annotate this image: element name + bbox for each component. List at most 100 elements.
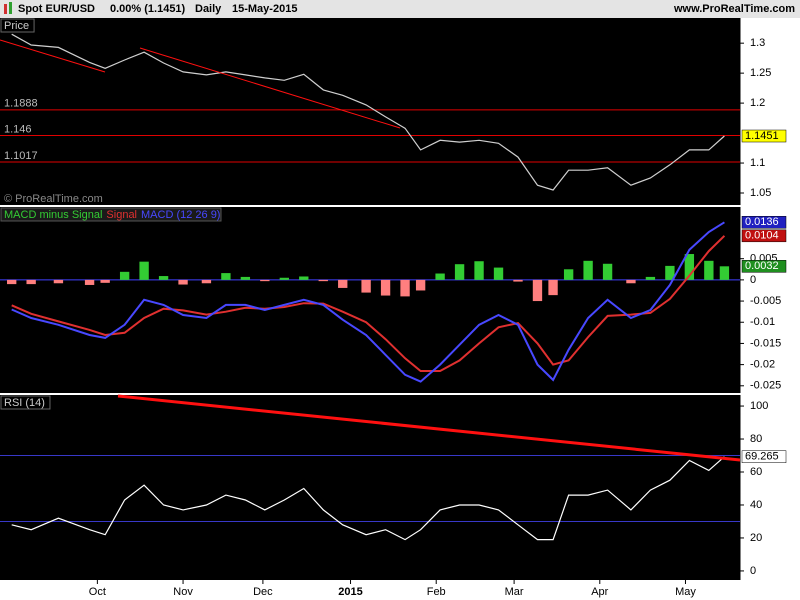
x-tick-label: Oct <box>89 586 106 598</box>
histogram-bar <box>513 279 523 282</box>
y-tick-label: -0.005 <box>750 295 781 307</box>
header-bar <box>0 0 800 18</box>
last-value-box <box>741 260 787 273</box>
period: Daily <box>195 3 222 15</box>
histogram-bar <box>474 261 484 280</box>
histogram-bar <box>318 279 328 282</box>
last-value-label: 0.0032 <box>745 260 779 272</box>
site: www.ProRealTime.com <box>673 3 795 15</box>
histogram-bar <box>532 279 543 302</box>
panels: 1.3 1.25 1.2 1.1 1.05 1.1888 1.146 1.1017 1.1451… <box>0 18 787 598</box>
last-value-label: 0.0136 <box>745 216 779 228</box>
histogram-bar <box>704 260 714 280</box>
histogram-bar <box>493 267 504 280</box>
y-tick-label: 100 <box>750 400 768 412</box>
y-tick-label: 80 <box>750 433 762 445</box>
last-value-box <box>741 216 787 229</box>
watermark: © ProRealTime.com <box>4 193 103 205</box>
x-tick-label: 2015 <box>338 586 362 598</box>
histogram-bar <box>158 276 169 280</box>
trend-line <box>0 39 106 73</box>
panel-background <box>0 18 740 205</box>
date: 15-May-2015 <box>232 3 297 15</box>
reference-label: 1.1017 <box>4 150 38 162</box>
y-tick-label: 60 <box>750 466 762 478</box>
histogram-bar <box>454 264 465 280</box>
histogram-bar <box>178 279 188 285</box>
y-tick-label: 1.1 <box>750 157 765 169</box>
histogram-bar <box>665 265 675 280</box>
histogram-bar <box>361 279 371 293</box>
y-tick-label: 1.05 <box>750 187 771 199</box>
last-value-label: 69.265 <box>745 451 779 463</box>
legend-entry: Signal <box>106 209 137 221</box>
histogram-bar <box>100 279 110 283</box>
histogram-bar <box>338 279 348 288</box>
series-line <box>11 33 725 191</box>
histogram-bar <box>26 279 36 285</box>
histogram-bar <box>583 260 593 280</box>
series-line <box>11 235 726 372</box>
y-tick-label: 0 <box>750 565 756 577</box>
y-tick-label: 40 <box>750 499 762 511</box>
histogram-bar <box>684 254 695 280</box>
y-tick-label: -0.015 <box>750 337 781 349</box>
trend-line <box>139 47 401 129</box>
histogram-bar <box>548 279 558 296</box>
change: 0.00% (1.1451) <box>110 3 186 15</box>
icon <box>9 2 12 14</box>
last-value-label: 0.0104 <box>745 230 779 242</box>
x-tick-label: Nov <box>173 586 193 598</box>
y-tick-label: 1.25 <box>750 67 771 79</box>
histogram-bar <box>400 279 410 297</box>
x-tick-label: Mar <box>505 586 524 598</box>
panel-title: RSI (14) <box>4 397 45 409</box>
trend-line <box>117 394 741 462</box>
histogram-bar <box>119 271 130 280</box>
x-tick-label: Dec <box>253 586 273 598</box>
histogram-bar <box>380 279 391 296</box>
histogram-bar <box>53 279 64 284</box>
histogram-bar <box>626 279 636 284</box>
histogram-bar <box>7 279 17 285</box>
y-tick-label: 0 <box>750 274 756 286</box>
icon <box>4 4 7 14</box>
histogram-bar <box>435 273 445 280</box>
x-tick-label: Apr <box>591 586 608 598</box>
title-box <box>0 18 35 33</box>
last-value-box <box>741 229 787 243</box>
title-box <box>0 395 51 410</box>
panel-background <box>0 395 740 580</box>
panel-title: Price <box>4 20 29 32</box>
x-tick-label: May <box>675 586 696 598</box>
histogram-bar <box>240 276 251 280</box>
histogram-bar <box>201 279 212 284</box>
legend-box <box>0 207 222 222</box>
histogram-bar <box>221 273 231 280</box>
y-tick-label: 1.2 <box>750 97 765 109</box>
histogram-bar <box>602 263 613 280</box>
last-value-label: 1.1451 <box>745 130 779 142</box>
last-value-box <box>741 450 787 463</box>
histogram-bar <box>719 266 730 280</box>
y-tick-label: -0.025 <box>750 380 781 392</box>
histogram-bar <box>563 269 574 280</box>
histogram-bar <box>84 279 95 285</box>
y-tick-label: -0.02 <box>750 359 775 371</box>
y-tick-label: -0.01 <box>750 316 775 328</box>
histogram-bar <box>299 276 309 280</box>
panel-background <box>0 207 740 393</box>
symbol: Spot EUR/USD <box>18 3 95 15</box>
histogram-bar <box>260 279 270 282</box>
reference-label: 1.146 <box>4 123 32 135</box>
histogram-bar <box>279 277 289 280</box>
legend-entry: MACD minus Signal <box>4 209 102 221</box>
y-tick-label: 20 <box>750 532 762 544</box>
histogram-bar <box>415 279 426 291</box>
series-line <box>11 221 725 383</box>
histogram-bar <box>645 276 656 280</box>
histogram-bar <box>139 261 149 280</box>
legend-entry: MACD (12 26 9) <box>141 209 220 221</box>
x-tick-label: Feb <box>427 586 446 598</box>
